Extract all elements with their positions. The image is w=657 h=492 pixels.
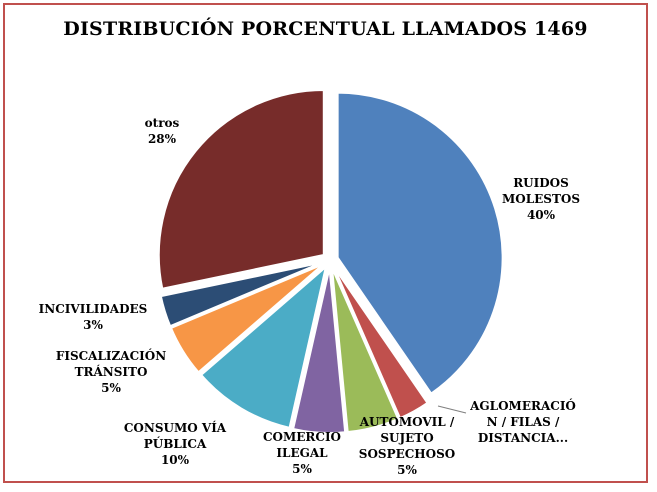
slice-label: CONSUMO VÍA PÚBLICA 10% [124,420,227,467]
slice-label: COMERCIO ILEGAL 5% [263,430,341,476]
pie-slice [199,264,328,430]
pie-slice [157,88,325,290]
pie-slice [336,91,504,395]
slice-label: FISCALIZACIÓN TRÁNSITO 5% [56,347,166,395]
pie-slice [169,263,324,374]
pie-slice [332,266,429,420]
pie-slice [331,267,400,434]
slice-label: otros 28% [145,116,180,146]
slice-label: AGLOMERACIÓ N / FILAS / DISTANCIA... [469,397,576,445]
leader-line [437,405,467,414]
pie-slice [291,267,347,434]
slice-label: AUTOMOVIL / SUJETO SOSPECHOSO 5% [359,415,456,477]
slice-label: INCIVILIDADES 3% [39,302,148,332]
pie-slice [159,261,323,328]
chart-title: DISTRIBUCIÓN PORCENTUAL LLAMADOS 1469 [63,18,588,40]
slice-label: RUIDOS MOLESTOS 40% [502,176,580,222]
